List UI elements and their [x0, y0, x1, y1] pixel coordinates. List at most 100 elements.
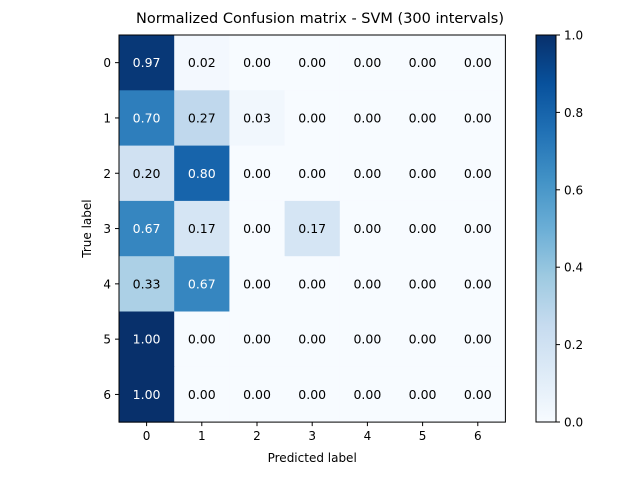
heatmap-cell-1-2 — [229, 90, 286, 147]
heatmap-cell-3-5 — [395, 200, 451, 257]
heatmap-cell-label-4-1: 0.67 — [188, 276, 216, 291]
heatmap-cell-3-4 — [339, 200, 396, 257]
x-axis-label: Predicted label — [268, 451, 357, 465]
heatmap-cell-labels: 0.97 0.02 0.00 0.00 0.00 0.00 0.00 0.70 0.27 0.03… — [133, 55, 492, 402]
heatmap-cell-2-4 — [339, 145, 396, 202]
heatmap-cell-6-4 — [339, 366, 396, 423]
chart-title: Normalized Confusion matrix - SVM (300 i… — [136, 11, 504, 27]
colorbar-tick-label-2: 0.4 — [564, 261, 583, 275]
x-axis-ticks: 0 1 2 3 4 5 6 — [143, 422, 482, 443]
heatmap-cell-5-0 — [119, 311, 175, 368]
x-tick-label-3: 3 — [308, 429, 316, 443]
colorbar-gradient — [536, 35, 556, 422]
x-tick-label-2: 2 — [253, 429, 261, 443]
heatmap-cell-label-3-1: 0.17 — [188, 221, 216, 236]
heatmap-cell-label-2-3: 0.00 — [298, 166, 326, 181]
heatmap-cell-label-6-0: 1.00 — [133, 387, 161, 402]
heatmap-cell-label-4-0: 0.33 — [133, 276, 161, 291]
heatmap-cell-5-6 — [450, 311, 506, 368]
colorbar-tick-label-5: 1.0 — [564, 29, 583, 43]
heatmap-cell-6-1 — [174, 366, 230, 423]
heatmap-cell-1-4 — [339, 90, 396, 147]
colorbar-ticks: 0.0 0.2 0.4 0.6 0.8 1.0 — [556, 29, 583, 430]
heatmap-cells — [119, 35, 506, 423]
y-axis-ticks: 0 1 2 3 4 5 6 — [103, 56, 119, 402]
heatmap-cell-0-5 — [395, 35, 451, 91]
heatmap-cell-label-1-3: 0.00 — [298, 110, 326, 125]
y-tick-label-4: 4 — [103, 277, 111, 291]
heatmap-cell-5-3 — [284, 311, 341, 368]
heatmap-cell-label-3-0: 0.67 — [133, 221, 161, 236]
heatmap-cell-label-6-2: 0.00 — [243, 387, 271, 402]
heatmap-cell-label-4-3: 0.00 — [298, 276, 326, 291]
heatmap-cell-6-2 — [229, 366, 286, 423]
x-tick-label-6: 6 — [474, 429, 482, 443]
heatmap-cell-5-1 — [174, 311, 230, 368]
heatmap-cell-label-6-6: 0.00 — [464, 387, 492, 402]
heatmap-cell-label-1-6: 0.00 — [464, 110, 492, 125]
heatmap-cell-5-4 — [339, 311, 396, 368]
heatmap-cell-label-1-5: 0.00 — [409, 110, 437, 125]
heatmap-cell-label-0-6: 0.00 — [464, 55, 492, 70]
heatmap-cell-6-6 — [450, 366, 506, 423]
heatmap-cell-label-4-6: 0.00 — [464, 276, 492, 291]
x-tick-label-1: 1 — [198, 429, 206, 443]
heatmap-cell-label-3-2: 0.00 — [243, 221, 271, 236]
heatmap-cell-label-5-2: 0.00 — [243, 332, 271, 347]
heatmap-cell-5-5 — [395, 311, 451, 368]
y-tick-label-0: 0 — [103, 56, 111, 70]
y-tick-label-2: 2 — [103, 167, 111, 181]
heatmap-cell-5-2 — [229, 311, 286, 368]
heatmap-cell-label-5-0: 1.00 — [133, 332, 161, 347]
heatmap-cell-1-0 — [119, 90, 175, 147]
heatmap-cell-6-5 — [395, 366, 451, 423]
heatmap-cell-0-0 — [119, 35, 175, 91]
heatmap-cell-4-2 — [229, 256, 286, 312]
heatmap-cell-label-2-5: 0.00 — [409, 166, 437, 181]
x-tick-label-4: 4 — [364, 429, 372, 443]
colorbar-tick-label-1: 0.2 — [564, 338, 583, 352]
heatmap-cell-label-0-1: 0.02 — [188, 55, 216, 70]
heatmap-cell-label-1-2: 0.03 — [243, 110, 271, 125]
y-axis-label: True label — [80, 199, 94, 258]
heatmap-cell-4-3 — [284, 256, 341, 312]
y-tick-label-5: 5 — [103, 333, 111, 347]
heatmap-cell-label-4-2: 0.00 — [243, 276, 271, 291]
heatmap-cell-2-1 — [174, 145, 230, 202]
heatmap-cell-label-5-6: 0.00 — [464, 332, 492, 347]
heatmap-cell-label-3-5: 0.00 — [409, 221, 437, 236]
heatmap-cell-label-6-1: 0.00 — [188, 387, 216, 402]
heatmap-cell-0-4 — [339, 35, 396, 91]
heatmap-cell-3-3 — [284, 200, 341, 257]
y-tick-label-1: 1 — [103, 111, 111, 125]
colorbar-tick-label-4: 0.8 — [564, 106, 583, 120]
heatmap-cell-label-5-3: 0.00 — [298, 332, 326, 347]
heatmap-cell-label-2-2: 0.00 — [243, 166, 271, 181]
heatmap-cell-label-1-1: 0.27 — [188, 110, 216, 125]
heatmap-cell-label-5-4: 0.00 — [353, 332, 381, 347]
heatmap-cell-label-6-4: 0.00 — [353, 387, 381, 402]
heatmap-cell-label-0-4: 0.00 — [353, 55, 381, 70]
heatmap-cell-6-3 — [284, 366, 341, 423]
heatmap-cell-label-0-2: 0.00 — [243, 55, 271, 70]
heatmap-cell-label-0-3: 0.00 — [298, 55, 326, 70]
heatmap-cell-3-0 — [119, 200, 175, 257]
heatmap-cell-6-0 — [119, 366, 175, 423]
x-tick-label-5: 5 — [419, 429, 427, 443]
heatmap-cell-1-5 — [395, 90, 451, 147]
heatmap-cell-4-6 — [450, 256, 506, 312]
heatmap-cell-4-0 — [119, 256, 175, 312]
y-tick-label-6: 6 — [103, 388, 111, 402]
heatmap-cell-label-1-4: 0.00 — [353, 110, 381, 125]
heatmap-cell-3-1 — [174, 200, 230, 257]
y-tick-label-3: 3 — [103, 222, 111, 236]
heatmap-cell-2-3 — [284, 145, 341, 202]
heatmap-cell-label-6-3: 0.00 — [298, 387, 326, 402]
colorbar-tick-label-0: 0.0 — [564, 416, 583, 430]
heatmap-cell-0-6 — [450, 35, 506, 91]
heatmap-cell-label-2-0: 0.20 — [133, 166, 161, 181]
heatmap-cell-0-3 — [284, 35, 341, 91]
heatmap-cell-1-3 — [284, 90, 341, 147]
colorbar-tick-label-3: 0.6 — [564, 183, 583, 197]
